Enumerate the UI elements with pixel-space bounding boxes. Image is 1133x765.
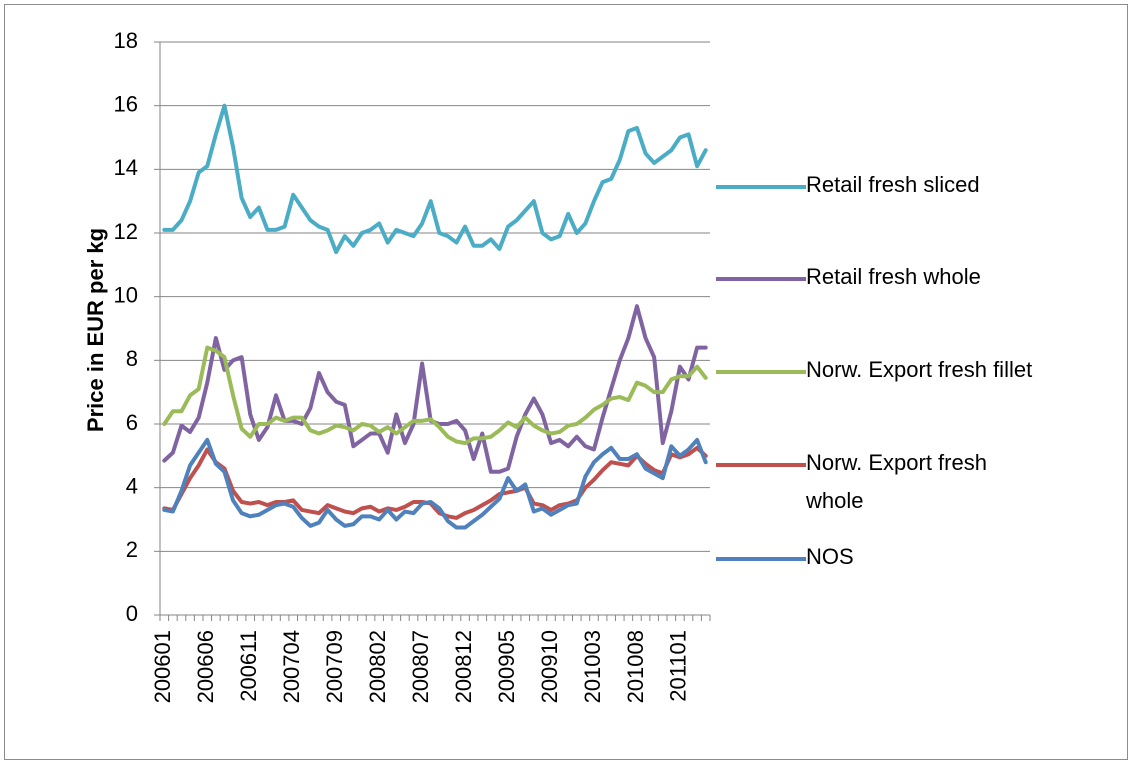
legend-swatch	[716, 185, 806, 189]
series-line	[162, 445, 708, 520]
x-tick-label: 200812	[451, 630, 476, 703]
x-tick-label: 200905	[494, 630, 519, 703]
legend-label: Norw. Export fresh whole	[806, 450, 987, 513]
y-tick-label: 12	[114, 219, 138, 244]
legend-item: Norw. Export fresh whole	[716, 450, 1042, 520]
x-tick-label: 200802	[365, 630, 390, 703]
x-tick-label: 201101	[666, 630, 691, 702]
legend-label: NOS	[806, 544, 854, 569]
legend-swatch	[716, 277, 806, 281]
x-tick-label: 200704	[279, 630, 304, 703]
y-tick-label: 18	[114, 28, 138, 53]
x-tick-label: 200611	[236, 630, 261, 702]
y-tick-label: 14	[114, 155, 138, 180]
y-tick-label: 10	[114, 282, 138, 307]
y-tick-label: 8	[126, 346, 138, 371]
legend-label: Retail fresh sliced	[806, 172, 980, 197]
y-tick-label: 16	[114, 91, 138, 116]
legend-label: Retail fresh whole	[806, 264, 981, 289]
x-tick-label: 200601	[150, 630, 175, 703]
y-axis-title: Price in EUR per kg	[83, 228, 108, 432]
legend-item: NOS	[716, 544, 1042, 576]
x-tick-label: 201003	[580, 630, 605, 703]
legend-item: Norw. Export fresh fillet	[716, 357, 1042, 389]
x-tick-label: 200709	[322, 630, 347, 703]
legend-item: Retail fresh sliced	[716, 172, 1042, 204]
series-line	[162, 437, 708, 530]
x-tick-label: 200606	[193, 630, 218, 703]
y-tick-label: 6	[126, 410, 138, 435]
x-tick-label: 201008	[623, 630, 648, 703]
legend-label: Norw. Export fresh fillet	[806, 357, 1033, 382]
x-tick-label: 200910	[537, 630, 562, 703]
y-tick-label: 2	[126, 537, 138, 562]
legend-swatch	[716, 370, 806, 374]
chart-frame	[4, 4, 1128, 760]
y-tick-label: 4	[126, 473, 138, 498]
series-line	[162, 103, 708, 255]
series-line	[162, 345, 708, 446]
legend-swatch	[716, 557, 806, 561]
legend-item: Retail fresh whole	[716, 264, 1042, 296]
legend-swatch	[716, 463, 806, 467]
x-tick-label: 200807	[408, 630, 433, 703]
y-tick-label: 0	[126, 601, 138, 626]
